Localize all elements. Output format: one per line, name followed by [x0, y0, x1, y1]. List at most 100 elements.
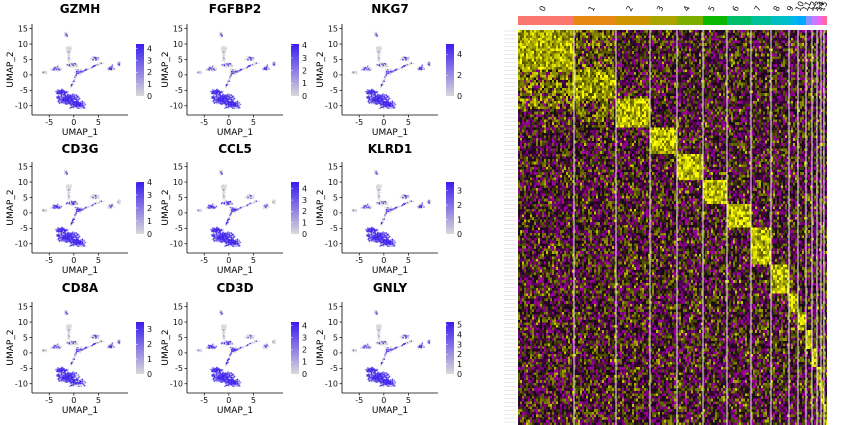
cell-point [228, 104, 230, 106]
cell-point [89, 67, 91, 69]
cell-point [212, 89, 214, 91]
cell-point [226, 63, 228, 65]
cell-point [81, 100, 84, 102]
cell-point [209, 66, 211, 69]
cell-point [57, 89, 59, 91]
cell-point [52, 66, 55, 69]
cell-point [56, 238, 58, 240]
cell-point [354, 71, 356, 74]
y-tick-label: -5 [175, 86, 183, 95]
cell-point [222, 53, 225, 56]
cell-point [238, 106, 241, 109]
cell-point [109, 203, 111, 206]
cell-point [225, 103, 228, 106]
cell-point [233, 104, 235, 107]
cell-point [83, 106, 86, 109]
cell-point [234, 70, 237, 72]
x-tick-label: 0 [381, 118, 386, 127]
cell-point [56, 100, 58, 102]
cell-point [383, 80, 386, 82]
cell-point [119, 200, 121, 202]
cell-point [64, 100, 67, 102]
cell-point [371, 94, 373, 97]
cell-point [80, 107, 82, 109]
legend-tick-label: 0 [147, 92, 152, 101]
cell-point [387, 99, 390, 101]
cell-point [110, 69, 113, 72]
cell-point [225, 98, 228, 101]
cell-point [57, 99, 60, 101]
cell-point [53, 69, 56, 71]
cell-point [229, 68, 232, 71]
cell-point [231, 63, 233, 66]
cell-point [408, 63, 411, 66]
cell-point [97, 196, 99, 198]
cell-point [83, 101, 86, 104]
cell-point [377, 51, 380, 53]
cell-point [216, 94, 218, 97]
cell-point [360, 69, 362, 71]
cell-point [388, 107, 390, 109]
cell-point [227, 101, 230, 104]
cell-point [89, 205, 91, 207]
cell-point [69, 66, 72, 68]
cell-point [377, 48, 379, 50]
cell-point [380, 47, 383, 50]
cell-point [74, 62, 76, 65]
cell-point [213, 69, 216, 71]
cell-point [57, 67, 60, 70]
cell-point [77, 71, 80, 73]
cell-point [232, 99, 235, 101]
cell-point [77, 101, 80, 103]
cell-point [224, 101, 226, 103]
cell-point [119, 202, 121, 205]
cell-point [369, 92, 371, 94]
cell-point [210, 90, 212, 93]
cell-point [208, 69, 211, 71]
panel-title: NKG7 [371, 2, 409, 16]
y-tick-label: 0 [178, 71, 183, 80]
cell-point [67, 186, 69, 188]
cell-point [227, 64, 230, 66]
cell-point [63, 31, 66, 34]
cell-point [68, 59, 70, 62]
cell-point [61, 94, 63, 97]
cell-point [91, 57, 93, 59]
cell-point [197, 71, 200, 73]
cell-point [230, 65, 233, 68]
cell-point [107, 206, 110, 208]
y-axis-label: UMAP_2 [6, 189, 16, 225]
cell-point [402, 66, 404, 68]
y-tick-label: 10 [18, 40, 28, 49]
cell-point [406, 63, 409, 66]
cell-point [95, 202, 98, 204]
cell-point [66, 103, 68, 105]
cell-point [233, 97, 236, 100]
x-tick-label: 5 [96, 256, 101, 265]
cell-point [420, 68, 423, 71]
cell-point [97, 57, 99, 59]
expression-legend-bar [446, 44, 454, 96]
cell-point [389, 74, 391, 76]
cell-point [74, 101, 77, 104]
cell-point [58, 102, 61, 104]
cell-point [417, 69, 420, 72]
cell-point [222, 51, 225, 53]
y-tick-label: 15 [18, 24, 28, 33]
cell-point [75, 70, 78, 73]
cell-point [372, 94, 375, 96]
cell-point [69, 48, 71, 51]
cell-point [66, 98, 69, 100]
cell-point [81, 105, 84, 107]
y-tick-label: -10 [15, 102, 28, 111]
cell-point [107, 68, 109, 70]
legend-tick-label: 3 [302, 54, 307, 63]
cell-point [383, 95, 385, 98]
y-tick-label: 15 [328, 24, 338, 33]
cell-point [230, 102, 233, 105]
y-tick-label: 0 [23, 209, 28, 218]
cell-point [57, 70, 59, 72]
cell-point [71, 94, 74, 96]
cell-point [69, 107, 71, 109]
